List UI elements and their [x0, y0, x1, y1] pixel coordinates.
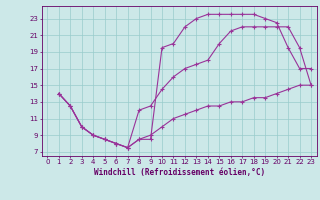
X-axis label: Windchill (Refroidissement éolien,°C): Windchill (Refroidissement éolien,°C)	[94, 168, 265, 177]
